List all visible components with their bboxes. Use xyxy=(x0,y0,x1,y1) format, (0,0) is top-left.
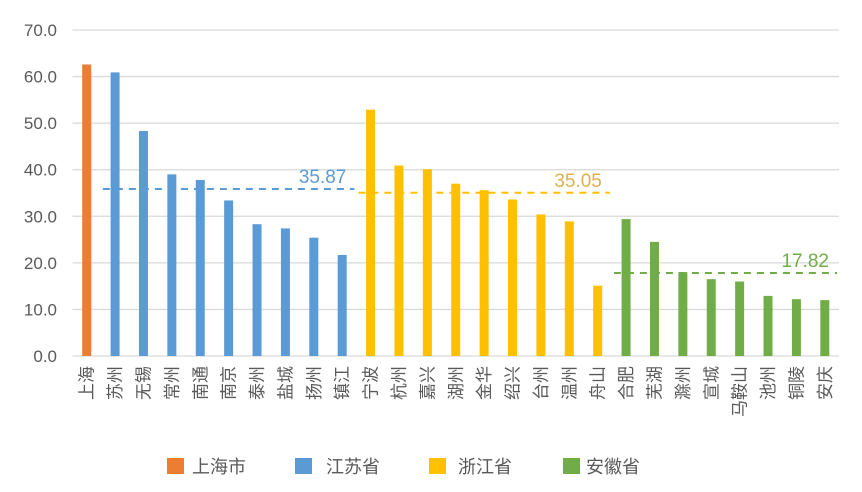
bar xyxy=(195,179,205,356)
bar xyxy=(451,183,461,356)
bar xyxy=(422,169,432,356)
bar xyxy=(167,174,177,356)
x-tick-label: 南京 xyxy=(220,366,240,400)
bar xyxy=(763,295,773,356)
bar xyxy=(536,214,546,356)
bar xyxy=(337,254,347,356)
average-label: 17.82 xyxy=(781,251,829,272)
y-tick-label: 0.0 xyxy=(33,347,57,366)
legend-swatch-shanghai xyxy=(167,458,184,474)
y-tick-label: 30.0 xyxy=(24,207,57,226)
x-tick-label: 盐城 xyxy=(276,366,296,400)
legend: 上海市 江苏省 浙江省 安徽省 xyxy=(0,452,862,480)
x-tick-label: 铜陵 xyxy=(787,366,807,400)
bar xyxy=(394,165,404,356)
legend-label-jiangsu: 江苏省 xyxy=(326,457,380,478)
legend-label-zhejiang: 浙江省 xyxy=(458,457,512,478)
bar xyxy=(82,64,92,356)
chart-plot: 0.010.020.030.040.050.060.070.0 35.87 35.… xyxy=(24,21,839,417)
bar xyxy=(706,279,716,356)
legend-item-jiangsu: 江苏省 xyxy=(295,452,380,480)
legend-label-shanghai: 上海市 xyxy=(192,457,246,478)
bar xyxy=(479,190,489,356)
legend-swatch-zhejiang xyxy=(429,458,446,474)
x-tick-label: 扬州 xyxy=(305,366,325,400)
x-tick-label: 宁波 xyxy=(362,366,382,400)
bar xyxy=(252,224,262,356)
y-tick-label: 20.0 xyxy=(24,254,57,273)
bar xyxy=(309,237,319,356)
bar xyxy=(820,300,830,356)
x-tick-label: 无锡 xyxy=(134,366,154,400)
x-tick-label: 杭州 xyxy=(390,366,410,400)
y-tick-label: 60.0 xyxy=(24,68,57,87)
bar xyxy=(791,299,801,356)
bars xyxy=(82,64,830,356)
x-tick-label: 马鞍山 xyxy=(731,366,751,417)
y-tick-label: 40.0 xyxy=(24,161,57,180)
bar xyxy=(593,285,603,356)
y-axis-ticks: 0.0 10.0 20.0 30.0 40.0 50.0 60.0 70.0 xyxy=(24,21,57,366)
x-tick-label: 嘉兴 xyxy=(418,366,438,400)
bar xyxy=(280,228,290,356)
x-tick-label: 温州 xyxy=(560,366,580,400)
bar xyxy=(678,272,688,356)
legend-item-anhui: 安徽省 xyxy=(563,452,640,480)
bar xyxy=(735,281,745,356)
x-tick-label: 舟山 xyxy=(589,366,609,400)
x-tick-label: 湖州 xyxy=(447,366,467,400)
legend-item-shanghai: 上海市 xyxy=(167,452,246,480)
x-tick-label: 南通 xyxy=(191,366,211,400)
x-tick-label: 上海 xyxy=(78,366,98,400)
x-tick-label: 绍兴 xyxy=(504,366,524,400)
x-tick-label: 台州 xyxy=(532,366,552,400)
average-label: 35.87 xyxy=(299,167,347,188)
y-tick-label: 10.0 xyxy=(24,300,57,319)
y-tick-label: 70.0 xyxy=(24,21,57,40)
x-tick-label: 泰州 xyxy=(248,366,268,400)
x-tick-label: 合肥 xyxy=(617,366,637,400)
x-tick-label: 宣城 xyxy=(702,366,722,400)
bar xyxy=(224,200,234,356)
legend-swatch-jiangsu xyxy=(295,458,312,474)
x-tick-label: 镇江 xyxy=(333,366,353,400)
bar xyxy=(649,241,659,356)
x-tick-label: 滁州 xyxy=(674,366,694,400)
bar xyxy=(508,199,518,356)
x-tick-label: 池州 xyxy=(759,366,779,400)
bar xyxy=(564,221,574,356)
legend-label-anhui: 安徽省 xyxy=(586,457,640,478)
bar xyxy=(621,219,631,356)
x-tick-label: 芜湖 xyxy=(645,366,665,400)
x-tick-label: 安庆 xyxy=(816,366,836,400)
x-axis-labels: 上海 苏州 无锡 常州 南通 南京 泰州 盐城 扬州 镇江 宁波 杭州 嘉兴 湖州 金华 绍兴 台州 温州 舟山 合肥… xyxy=(78,366,836,417)
legend-swatch-anhui xyxy=(563,458,580,474)
legend-item-zhejiang: 浙江省 xyxy=(429,452,512,480)
bar xyxy=(110,72,120,356)
average-lines: 35.87 35.05 17.82 xyxy=(102,167,837,275)
y-tick-label: 50.0 xyxy=(24,114,57,133)
x-tick-label: 金华 xyxy=(475,366,495,400)
bar xyxy=(366,109,376,356)
bar xyxy=(138,131,148,356)
x-tick-label: 常州 xyxy=(163,366,183,400)
average-label: 35.05 xyxy=(554,171,602,192)
x-tick-label: 苏州 xyxy=(106,366,126,400)
